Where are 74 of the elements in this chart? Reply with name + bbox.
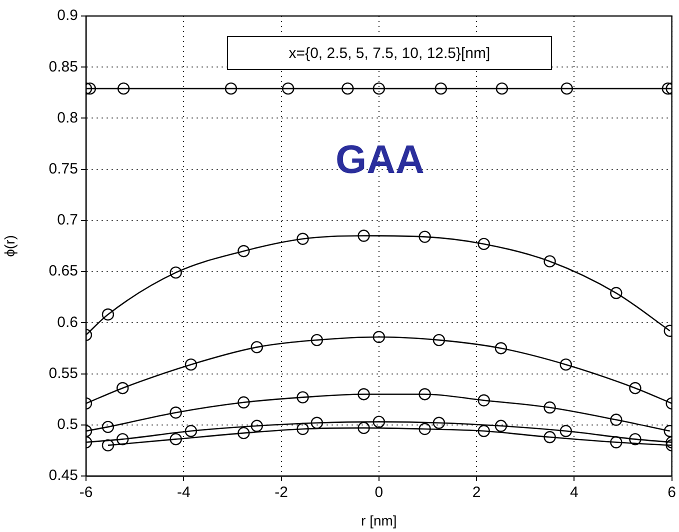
y-tick-label: 0.7 xyxy=(57,212,78,229)
point xyxy=(610,414,622,426)
point xyxy=(434,82,448,95)
point xyxy=(629,382,642,394)
point xyxy=(494,420,508,432)
point xyxy=(478,424,490,438)
point xyxy=(250,420,263,432)
point xyxy=(238,245,250,258)
x-tick-label: 6 xyxy=(668,484,676,502)
point xyxy=(544,431,556,444)
point xyxy=(102,439,114,452)
point xyxy=(610,286,622,300)
point xyxy=(496,82,508,95)
point xyxy=(418,230,431,243)
y-tick-label: 0.65 xyxy=(48,262,78,280)
point xyxy=(494,342,508,354)
x-tick-label: 4 xyxy=(570,484,578,502)
y-tick-label: 0.75 xyxy=(48,160,78,178)
point xyxy=(282,82,294,95)
point xyxy=(116,382,129,394)
point xyxy=(358,230,370,242)
point xyxy=(432,416,446,429)
point xyxy=(170,266,182,279)
point xyxy=(224,82,238,95)
point xyxy=(102,420,114,434)
point xyxy=(372,82,386,95)
point xyxy=(610,436,622,448)
text-box: x={0, 2.5, 5, 7.5, 10, 12.5}[nm] xyxy=(227,36,552,70)
point xyxy=(560,82,573,95)
point xyxy=(238,426,250,440)
y-tick-label: 0.9 xyxy=(57,7,78,24)
point xyxy=(560,358,572,371)
annotation: GAA xyxy=(334,137,426,184)
point xyxy=(184,358,198,371)
point xyxy=(102,308,114,321)
y-tick-label: 0.6 xyxy=(57,314,78,331)
point xyxy=(544,401,556,414)
point xyxy=(358,388,370,400)
point xyxy=(342,82,354,95)
point xyxy=(310,334,324,346)
point xyxy=(432,334,446,346)
point xyxy=(478,238,490,250)
point xyxy=(372,330,386,344)
y-axis-title: ϕ(r) xyxy=(1,235,18,257)
point xyxy=(358,422,370,434)
point xyxy=(372,416,386,428)
point xyxy=(418,388,431,400)
x-tick-label: 2 xyxy=(472,484,481,502)
point xyxy=(560,424,572,438)
x-tick-label: -2 xyxy=(274,484,288,502)
y-tick-label: 0.55 xyxy=(48,364,78,382)
point xyxy=(544,255,556,268)
y-tick-label: 0.8 xyxy=(57,109,78,126)
point xyxy=(184,424,198,438)
point xyxy=(170,406,182,419)
point xyxy=(629,433,642,446)
y-tick-label: 0.45 xyxy=(48,467,78,484)
point xyxy=(296,391,309,404)
x-tick-label: -4 xyxy=(176,484,190,502)
point xyxy=(116,433,129,446)
point xyxy=(296,422,309,436)
point xyxy=(250,341,263,354)
point xyxy=(296,232,309,245)
point xyxy=(170,433,182,446)
x-tick-label: -6 xyxy=(79,484,93,502)
x-axis-title: r [nm] xyxy=(361,512,397,528)
point xyxy=(478,394,490,406)
point xyxy=(238,396,250,408)
x-tick-label: 0 xyxy=(374,484,384,502)
point xyxy=(418,422,431,436)
y-tick-label: 0.5 xyxy=(57,416,78,434)
y-tick-label: 0.85 xyxy=(48,58,78,76)
point xyxy=(310,416,324,429)
point xyxy=(117,82,130,95)
